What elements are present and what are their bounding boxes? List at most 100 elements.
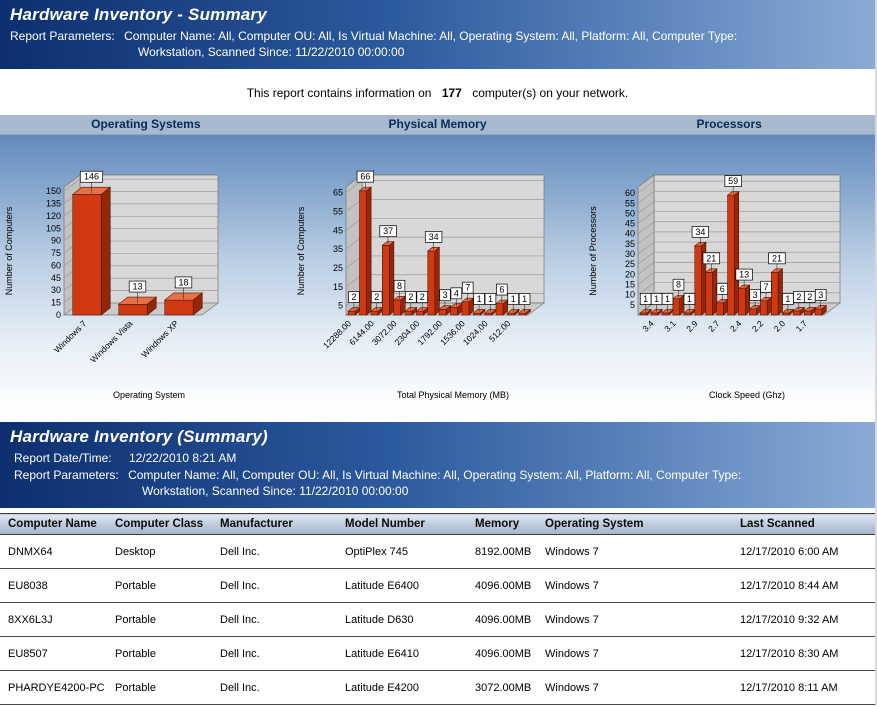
column-header: Operating System [537, 513, 732, 535]
data-label: 34 [695, 227, 705, 237]
column-header: Computer Name [0, 513, 107, 535]
summary-prefix: This report contains information on [246, 86, 432, 100]
data-label: 13 [739, 270, 749, 280]
table-cell: 12/17/2010 8:30 AM [732, 636, 875, 671]
data-label: 21 [706, 253, 716, 263]
bar-front [438, 309, 447, 316]
table-row: DNMX64 Desktop Dell Inc. OptiPlex 745 8192.0… [0, 534, 875, 569]
data-label-box [691, 226, 710, 238]
data-label: 1 [522, 294, 527, 304]
x-tick-label: 2.0 [772, 318, 788, 334]
table-cell: 4096.00MB [467, 636, 537, 671]
column-header: Last Scanned [732, 513, 875, 535]
table-cell: 3072.00MB [467, 670, 537, 705]
page-title: Hardware Inventory - Summary [10, 5, 267, 24]
y-tick-label: 150 [46, 186, 61, 196]
grid-line [637, 231, 840, 245]
bar-front [705, 272, 713, 316]
bar-front [716, 302, 724, 316]
x-tick-label: 2.7 [706, 318, 722, 334]
grid-line [637, 211, 840, 224]
data-label: 21 [772, 253, 782, 263]
y-tick-label: 10 [625, 290, 635, 300]
y-tick-label: 15 [51, 298, 61, 308]
bar-side [646, 308, 652, 316]
bar-front [738, 288, 746, 316]
y-tick-label: 60 [51, 260, 61, 270]
data-label: 37 [383, 226, 393, 236]
y-tick-label: 30 [51, 285, 61, 295]
data-label: 1 [665, 294, 670, 304]
data-label: 66 [360, 172, 370, 182]
table-cell: Latitude E6400 [337, 568, 467, 603]
y-tick-label: 50 [625, 208, 635, 218]
data-label-box [379, 225, 397, 238]
table-row: EU8038 Portable Dell Inc. Latitude E6400 409… [0, 568, 875, 603]
y-tick-label: 35 [333, 244, 343, 254]
y-tick-label: 30 [625, 249, 635, 259]
table-cell: Dell Inc. [212, 568, 337, 603]
y-tick-label: 55 [333, 206, 343, 216]
bar-front [683, 312, 691, 316]
data-label: 59 [728, 176, 738, 186]
column-header: Memory [467, 513, 537, 535]
chart-canvas-physical-memory: 515253545556512288.006144.003072.002304.… [296, 170, 546, 400]
data-label-box [473, 293, 485, 305]
y-tick-label: 60 [625, 188, 635, 198]
data-label: 1 [654, 294, 659, 304]
data-label-box [661, 293, 674, 305]
y-tick-label: 55 [625, 198, 635, 208]
report-parameters-continued: Workstation, Scanned Since: 11/22/2010 0… [138, 45, 405, 59]
data-label: 2 [796, 292, 801, 302]
bar-side [514, 308, 520, 316]
table-cell: Dell Inc. [212, 534, 337, 569]
bar-side [468, 297, 474, 316]
report-header-summary: Hardware Inventory - Summary Report Para… [0, 0, 875, 69]
table-cell: Portable [107, 568, 212, 603]
bar-front [650, 312, 659, 316]
data-label-box [356, 170, 374, 183]
report-parameters-line: Report Parameters: Computer Name: All, C… [10, 28, 865, 44]
data-label: 7 [465, 283, 470, 293]
bar-side [400, 295, 406, 316]
bar-front [450, 307, 458, 316]
grid-line [637, 251, 840, 265]
bar-front [370, 310, 379, 316]
table-cell: Dell Inc. [212, 602, 337, 637]
data-label: 1 [477, 294, 482, 304]
detail-title: Hardware Inventory (Summary) [10, 427, 268, 446]
data-label-box [716, 282, 728, 295]
x-tick-label: 2.9 [684, 318, 700, 334]
y-tick-label: 120 [46, 211, 61, 221]
report-datetime-label: Report Date/Time: [14, 451, 112, 465]
y-tick-label: 75 [51, 248, 61, 258]
data-label: 3 [753, 290, 758, 300]
y-tick-label: 105 [46, 223, 61, 233]
bar-side [434, 246, 440, 316]
report-header-detail: Hardware Inventory (Summary) Report Date… [0, 422, 875, 508]
detail-parameters-continued: Workstation, Scanned Since: 11/22/2010 0… [142, 484, 409, 498]
table-cell: Latitude E6410 [337, 636, 467, 671]
y-axis-title: Number of Computers [4, 206, 14, 295]
data-label: 1 [687, 294, 692, 304]
data-label-box [128, 280, 147, 293]
y-tick-label: 45 [333, 225, 343, 235]
charts-panel: Operating Systems Physical Memory Proces… [0, 115, 875, 413]
bar-front [381, 245, 390, 316]
bar-front [672, 298, 680, 316]
table-cell: Portable [107, 670, 212, 705]
table-row: PHARDYE4200-PC Portable Dell Inc. Latitude … [0, 670, 875, 705]
bar-side [712, 268, 718, 316]
y-tick-label: 90 [51, 236, 61, 246]
data-label: 7 [764, 282, 769, 292]
table-cell: 12/17/2010 8:11 AM [732, 670, 875, 705]
table-cell: 4096.00MB [467, 568, 537, 603]
summary-suffix: computer(s) on your network. [472, 86, 629, 100]
data-label-box [348, 291, 360, 303]
bar-side [100, 186, 111, 316]
table-cell: EU8038 [0, 568, 107, 603]
data-label-box [768, 252, 786, 265]
bar-side [192, 292, 203, 316]
x-tick-label: 1.7 [794, 318, 810, 334]
